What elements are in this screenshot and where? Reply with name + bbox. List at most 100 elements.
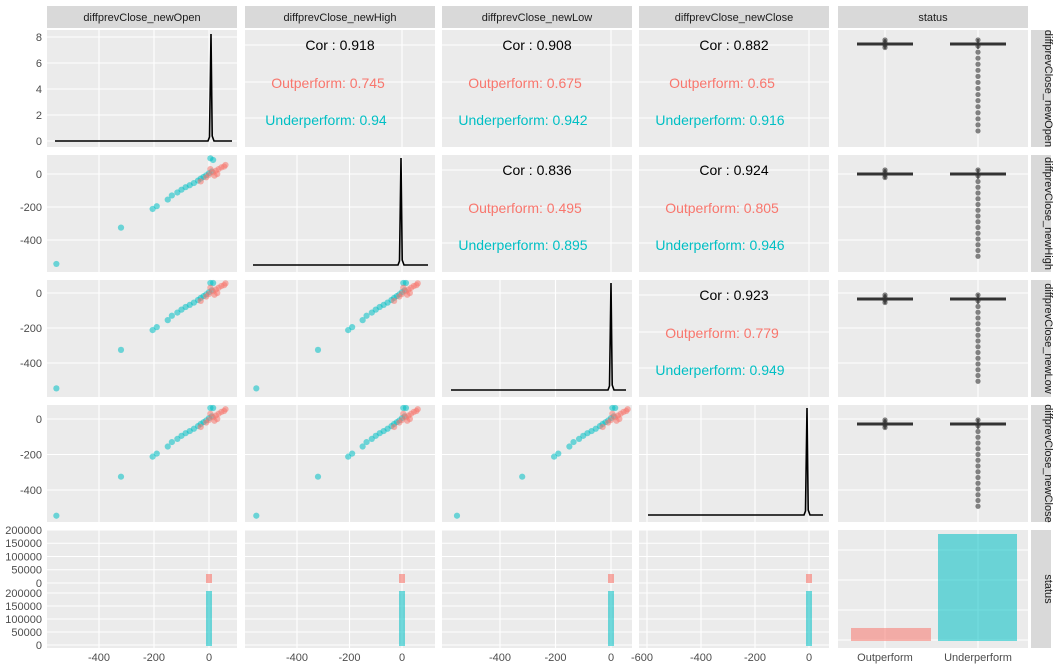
boxplot-outlier bbox=[975, 236, 981, 242]
scatter-point bbox=[197, 178, 204, 185]
scatter-point bbox=[164, 196, 171, 203]
scatter-point bbox=[117, 473, 125, 480]
scatter-point bbox=[402, 279, 410, 287]
scatter-point bbox=[222, 406, 229, 413]
y-tick-label: -200 bbox=[20, 323, 42, 335]
boxplot-outlier bbox=[975, 247, 981, 254]
cor-outperform: Outperform: 0.779 bbox=[665, 325, 779, 341]
scatter-point bbox=[164, 317, 171, 324]
cor-underperform: Underperform: 0.946 bbox=[655, 237, 784, 253]
column-strip-label: diffprevClose_newHigh bbox=[284, 12, 397, 24]
column-strip-label: diffprevClose_newOpen bbox=[83, 12, 200, 24]
boxplot-outlier bbox=[975, 242, 981, 248]
column-strip-label: status bbox=[918, 12, 948, 24]
scatter-point bbox=[359, 317, 366, 324]
x-tick-label: -200 bbox=[143, 652, 165, 664]
histogram-bar bbox=[608, 591, 614, 646]
panel-background bbox=[442, 530, 632, 648]
scatter-point bbox=[210, 404, 217, 412]
boxplot-outlier bbox=[975, 196, 981, 202]
y-tick-label: 2 bbox=[36, 110, 42, 122]
cor-overall: Cor : 0.908 bbox=[502, 37, 571, 53]
y-tick-label: 200000 bbox=[5, 525, 42, 537]
row-strip-label: diffprevClose_newHigh bbox=[1042, 157, 1054, 270]
column-strip bbox=[442, 6, 632, 28]
scatter-point bbox=[453, 512, 461, 519]
y-tick-label: -400 bbox=[20, 358, 42, 370]
x-tick-label: -200 bbox=[744, 652, 766, 664]
boxplot-outlier bbox=[975, 173, 981, 179]
scatter-point bbox=[253, 385, 260, 392]
boxplot-outlier bbox=[975, 338, 981, 344]
cor-outperform: Outperform: 0.805 bbox=[665, 200, 779, 216]
cor-outperform: Outperform: 0.495 bbox=[468, 200, 582, 216]
boxplot-outlier bbox=[882, 174, 888, 181]
scatter-point bbox=[214, 170, 221, 178]
scatter-point bbox=[53, 385, 60, 392]
scatter-point bbox=[566, 443, 573, 450]
boxplot-outlier bbox=[975, 378, 981, 384]
boxplot-outlier bbox=[975, 224, 981, 231]
boxplot-outlier bbox=[975, 463, 981, 469]
boxplot-outlier bbox=[975, 480, 981, 486]
scatter-point bbox=[519, 473, 526, 480]
scatter-point bbox=[570, 438, 577, 446]
cor-underperform: Underperform: 0.94 bbox=[265, 112, 387, 128]
scatter-point bbox=[349, 450, 356, 457]
y-tick-label: 6 bbox=[36, 58, 42, 70]
cor-overall: Cor : 0.882 bbox=[699, 37, 768, 53]
y-tick-label: -200 bbox=[20, 450, 42, 462]
y-tick-label: 150000 bbox=[5, 538, 42, 550]
row-strip bbox=[1031, 30, 1051, 147]
row-strip bbox=[1031, 155, 1051, 272]
scatter-point bbox=[153, 450, 160, 457]
boxplot-outlier bbox=[975, 43, 981, 49]
scatter-point bbox=[207, 410, 214, 417]
scatter-point bbox=[117, 346, 125, 353]
boxplot-outlier bbox=[975, 128, 981, 134]
panel-background bbox=[838, 30, 1028, 147]
density-curve bbox=[55, 33, 232, 142]
scatter-point bbox=[164, 443, 171, 450]
panel-background bbox=[245, 280, 435, 397]
x-tick-label: 0 bbox=[206, 652, 212, 664]
boxplot-outlier bbox=[975, 434, 981, 440]
cor-underperform: Underperform: 0.942 bbox=[458, 112, 587, 128]
cor-outperform: Outperform: 0.675 bbox=[468, 75, 582, 91]
boxplot-outlier bbox=[975, 332, 981, 338]
cor-outperform: Outperform: 0.745 bbox=[271, 75, 385, 91]
panel-background bbox=[245, 405, 435, 522]
panel-background bbox=[639, 155, 829, 272]
boxplot-outlier bbox=[975, 298, 981, 304]
boxplot-outlier bbox=[975, 361, 981, 367]
panel-background bbox=[245, 30, 435, 147]
boxplot-outlier bbox=[975, 451, 981, 458]
boxplot-outlier bbox=[975, 167, 981, 173]
boxplot-outlier bbox=[975, 79, 981, 86]
panel-background bbox=[47, 280, 237, 397]
scatter-point bbox=[117, 224, 125, 231]
boxplot-outlier bbox=[975, 190, 981, 196]
y-tick-label: 50000 bbox=[11, 627, 42, 639]
boxplot-outlier bbox=[975, 230, 981, 236]
scatter-point bbox=[391, 297, 398, 304]
histogram-bar bbox=[806, 574, 812, 583]
column-strip bbox=[47, 6, 237, 28]
x-tick-label: -400 bbox=[690, 652, 712, 664]
scatter-point bbox=[612, 404, 619, 412]
histogram-bar bbox=[399, 591, 405, 646]
boxplot-outlier bbox=[882, 299, 888, 306]
boxplot-outlier bbox=[975, 474, 981, 481]
y-tick-label: 150000 bbox=[5, 601, 42, 613]
column-strip bbox=[245, 6, 435, 28]
boxplot-outlier bbox=[975, 428, 981, 435]
x-tick-label: 0 bbox=[399, 652, 405, 664]
status-bar bbox=[851, 627, 931, 641]
boxplot-outlier bbox=[975, 440, 981, 446]
boxplot-outlier bbox=[975, 309, 981, 315]
boxplot-outlier bbox=[975, 116, 981, 122]
boxplot-outlier bbox=[975, 503, 981, 509]
status-bar bbox=[938, 534, 1017, 641]
x-tick-label: Underperform bbox=[944, 652, 1012, 664]
